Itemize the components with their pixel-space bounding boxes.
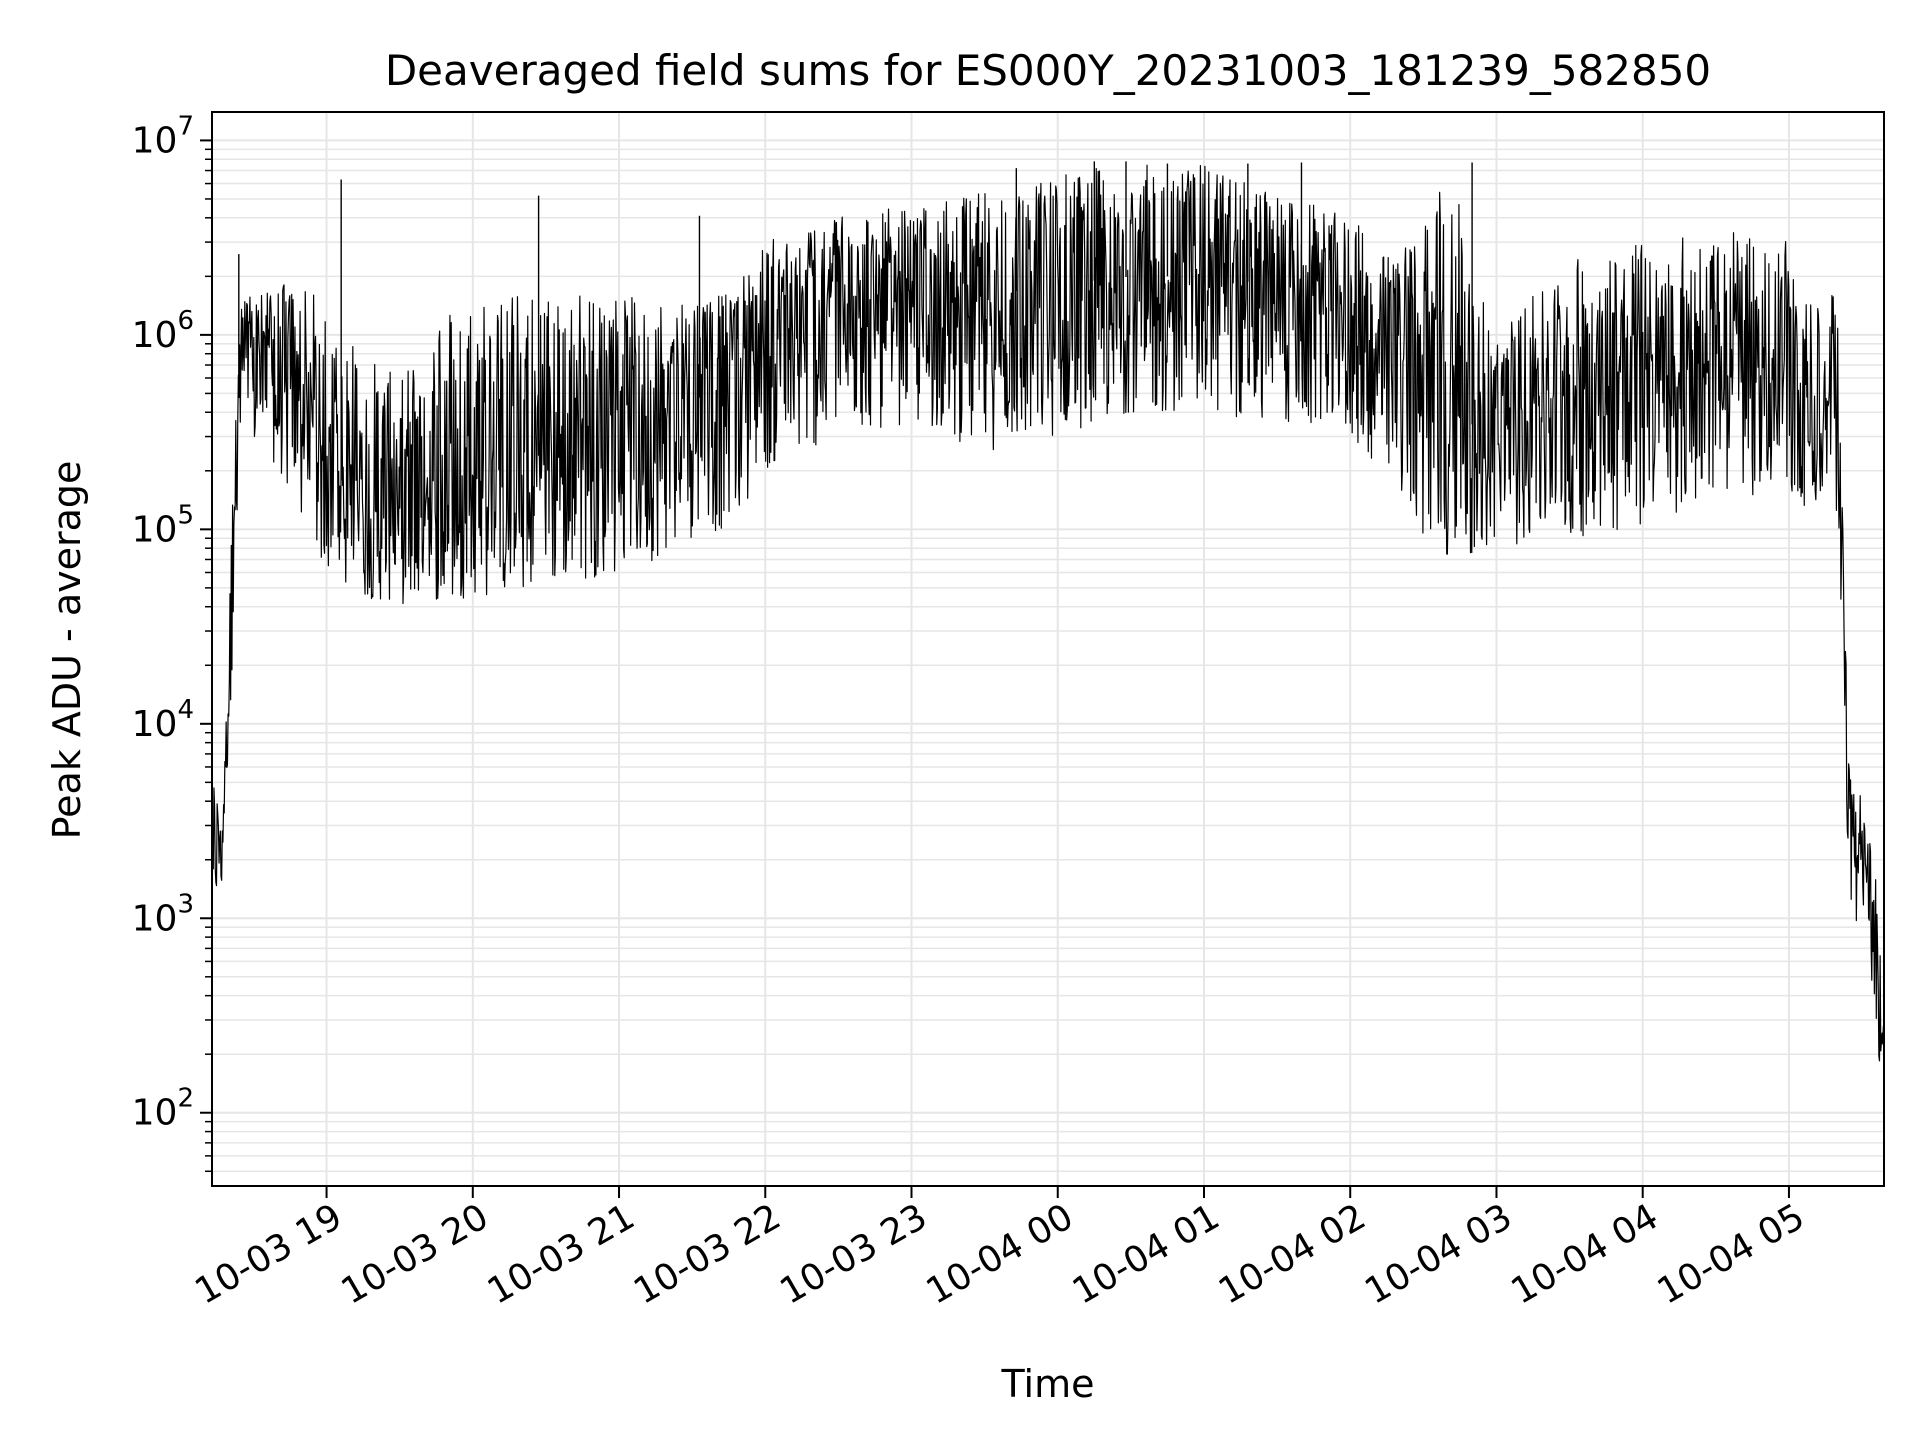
x-tick-label: 10-03 19 <box>188 1196 349 1312</box>
y-axis: 102 103 104 105 106 107 <box>132 111 212 1173</box>
x-tick-label: 10-04 01 <box>1066 1196 1227 1312</box>
y-axis-label: Peak ADU - average <box>45 461 89 840</box>
x-tick-label: 10-04 04 <box>1505 1196 1666 1312</box>
x-tick-label: 10-03 21 <box>481 1196 642 1312</box>
y-tick-label: 107 <box>132 111 194 161</box>
series-layer <box>211 161 1885 1078</box>
x-tick-label: 10-03 20 <box>335 1196 496 1312</box>
y-tick-label: 105 <box>132 500 194 550</box>
y-tick-label: 106 <box>132 306 194 356</box>
series-line <box>211 164 1885 1078</box>
x-tick-label: 10-04 02 <box>1212 1196 1373 1312</box>
x-axis-label: Time <box>1001 1362 1095 1406</box>
grid <box>212 112 1884 1186</box>
x-tick-label: 10-03 22 <box>627 1196 788 1312</box>
plot-frame <box>211 111 1885 1187</box>
x-tick-label: 10-04 03 <box>1358 1196 1519 1312</box>
x-tick-label: 10-04 00 <box>920 1196 1081 1312</box>
y-tick-label: 104 <box>132 695 194 745</box>
y-tick-label: 103 <box>132 889 194 939</box>
chart-title: Deaveraged field sums for ES000Y_2023100… <box>385 46 1711 95</box>
x-tick-label: 10-03 23 <box>773 1196 934 1312</box>
x-tick-label: 10-04 05 <box>1651 1196 1812 1312</box>
y-tick-label: 102 <box>132 1084 194 1134</box>
